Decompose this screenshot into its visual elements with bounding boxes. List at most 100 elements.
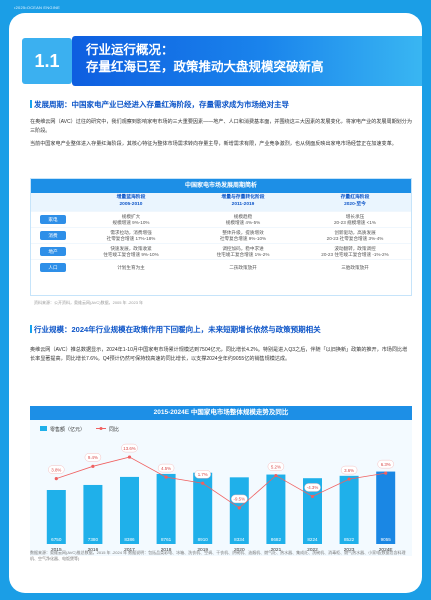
x-tick-label: 2016 [88,547,99,553]
chart-svg: 零售额（亿元） 同比 6750 2015 7380 2016 8386 2017 8761 201… [40,426,396,553]
yoy-point [274,473,278,478]
bar-value-label: 8224 [307,537,318,542]
chart-bar [303,478,322,544]
table-cell: 调控加码，稳中求进 住宅竣工复合增速 1%-2% [216,245,270,257]
cycle-table-header: 增量蓝海阶段 2005-2010 增量与存量转化阶段 2011-2019 存量红海阶… [31,193,411,211]
section-title-band: 行业运行概况： 存量红海已至，政策推动大盘规模突破新高 [72,36,422,86]
bar-value-label: 9055 [381,537,392,542]
table-row: 消费 需求拉动，消费增强 社零复合增速 17%-18% 整体升级，提质增效 社零复合增速… [31,227,411,243]
table-col-header: 增量与存量转化阶段 2011-2019 [221,195,265,207]
table-cell: 规模趋稳 规模增速 4%-5% [225,213,261,225]
table-cell: 快速发展，政策收紧 住宅竣工复合增速 9%-10% [103,245,159,257]
subheading-scale: 行业规模：2024年行业规模在政策作用下回暖向上，未来短期增长依然与政策预期相关 [30,324,321,335]
table-row-label: 地产 [40,247,66,256]
yoy-value-label: 4.5% [161,466,171,471]
yoy-value-label: 5.2% [271,464,281,469]
yoy-value-label: 3.8% [51,467,61,472]
yoy-point [54,477,58,481]
page-number: 02 [398,578,405,584]
subheading-cycle-text: 发展周期：中国家电产业已经进入存量红海阶段，存量需求成为市场绝对主导 [34,100,289,109]
yoy-value-label: 1.7% [198,472,208,477]
chart-bar [46,490,66,544]
subheading-bar [30,100,32,108]
yoy-value-label: 3.6% [344,468,354,473]
chart-bar [120,476,139,544]
table-cell: 整体升级，提质增效 社零复合增速 9%-10% [219,229,267,241]
yoy-label-bubble [121,443,138,453]
header-note: •2025•OCEAN ENGINE [14,5,60,10]
chart-bar [156,473,176,544]
table-cell: 波动翻转，政策调控 20-23 住宅竣工复合增速 -1%-2% [321,245,389,257]
x-tick-label: 2018 [161,547,172,553]
table-col-header: 增量蓝海阶段 2005-2010 [116,195,146,207]
yoy-point [347,477,351,481]
yoy-point [237,506,241,510]
table-col-header: 存量红海阶段 2020-至今 [340,195,370,207]
bar-value-label: 8761 [161,537,172,542]
table-cell: 创新驱动，高质发展 20-23 社零复合增速 3%-4% [326,229,384,241]
paragraph-cycle-1: 在奥维云网（AVC）过往的研究中，我们观察到影响家电市场的三大重要因素——地产、… [30,119,412,135]
table-cell: 需求拉动，消费增强 社零复合增速 17%-18% [106,229,156,241]
subheading-bar [30,325,32,333]
x-tick-label: 2024E [379,547,393,553]
paragraph-cycle-2: 当前中国家电产业整体进入存量红海阶段，其核心特征为整体市场需求转向存量主导，新增… [30,141,397,147]
chart-title: 2015-2024E 中国家电市场整体规模走势及同比 [30,406,412,420]
table-row-label: 家电 [40,215,66,224]
x-tick-label: 2022 [307,547,318,553]
market-scale-chart: 2015-2024E 中国家电市场整体规模走势及同比 零售额（亿元） 同比 6750… [30,406,412,556]
yoy-point [164,475,168,479]
table-row-label: 人口 [40,263,66,272]
yoy-point [384,471,388,475]
yoy-value-label: 13.6% [123,446,136,451]
bar-value-label: 8682 [271,537,282,542]
yoy-value-label: 6.3% [381,462,391,467]
subheading-cycle: 发展周期：中国家电产业已经进入存量红海阶段，存量需求成为市场绝对主导 [30,99,289,110]
bar-value-label: 8386 [124,537,135,542]
table-cell: 三胎政策放开 [341,264,369,270]
table-cell: 二孩政策放开 [229,264,257,270]
table-row: 家电 规模扩大 规模增速 9%-10% 规模趋稳 规模增速 4%-5% 增长承压 20-23… [31,211,411,227]
yoy-label-bubble [84,453,102,462]
bar-value-label: 6750 [51,537,62,542]
table-row: 人口 计划生育为主 二孩政策放开 三胎政策放开 [31,259,411,275]
subheading-scale-text: 行业规模：2024年行业规模在政策作用下回暖向上，未来短期增长依然与政策预期相关 [34,325,321,334]
legend-label-line: 同比 [109,426,119,433]
yoy-value-label: 9.4% [88,455,98,460]
yoy-label-bubble [231,494,248,504]
bar-value-label: 8334 [234,537,245,542]
x-tick-label: 2017 [124,547,135,553]
yoy-label-bubble [267,462,285,471]
yoy-label-bubble [48,465,65,474]
bar-value-label: 8522 [344,537,355,542]
x-tick-label: 2020 [234,547,245,553]
yoy-point [201,481,205,485]
table-cell: 计划生育为主 [117,264,145,270]
table-cell: 增长承压 20-23 规模增速 <1% [334,213,376,225]
table-source: 资料来源：公开资料，奥维云网(AVC)数据，2005 年 -2023 年 [34,300,144,305]
yoy-label-bubble [157,463,175,473]
chart-source: 数据来源：奥维云网(AVC)推总数据，2015 年 -2024 年 数据说明：包… [30,550,406,561]
legend-swatch-bar [40,426,47,431]
x-tick-label: 2023 [344,547,355,553]
yoy-line [56,456,386,509]
bar-value-label: 8910 [198,537,209,542]
section-title-line1: 行业运行概况： [86,43,174,57]
chart-bar [193,472,213,544]
yoy-value-label: -9.5% [234,497,246,502]
x-tick-label: 2021 [271,547,282,553]
x-tick-label: 2019 [197,547,208,553]
yoy-label-bubble [304,483,321,492]
chart-bar [229,477,249,544]
x-tick-label: 2015 [51,547,62,553]
yoy-value-label: -4.3% [307,485,319,490]
yoy-label-bubble [194,470,211,479]
legend-label-bar: 零售额（亿元） [50,426,85,433]
section-number-badge: 1.1 [22,38,72,84]
chart-bar [339,475,359,544]
yoy-point [127,455,132,459]
table-cell: 规模扩大 规模增速 9%-10% [112,213,150,225]
chart-bar [376,471,396,544]
cycle-table: 中国家电市场发展周期简析 增量蓝海阶段 2005-2010 增量与存量转化阶段 20… [30,178,412,296]
chart-bar [83,484,103,544]
yoy-point [91,464,95,468]
